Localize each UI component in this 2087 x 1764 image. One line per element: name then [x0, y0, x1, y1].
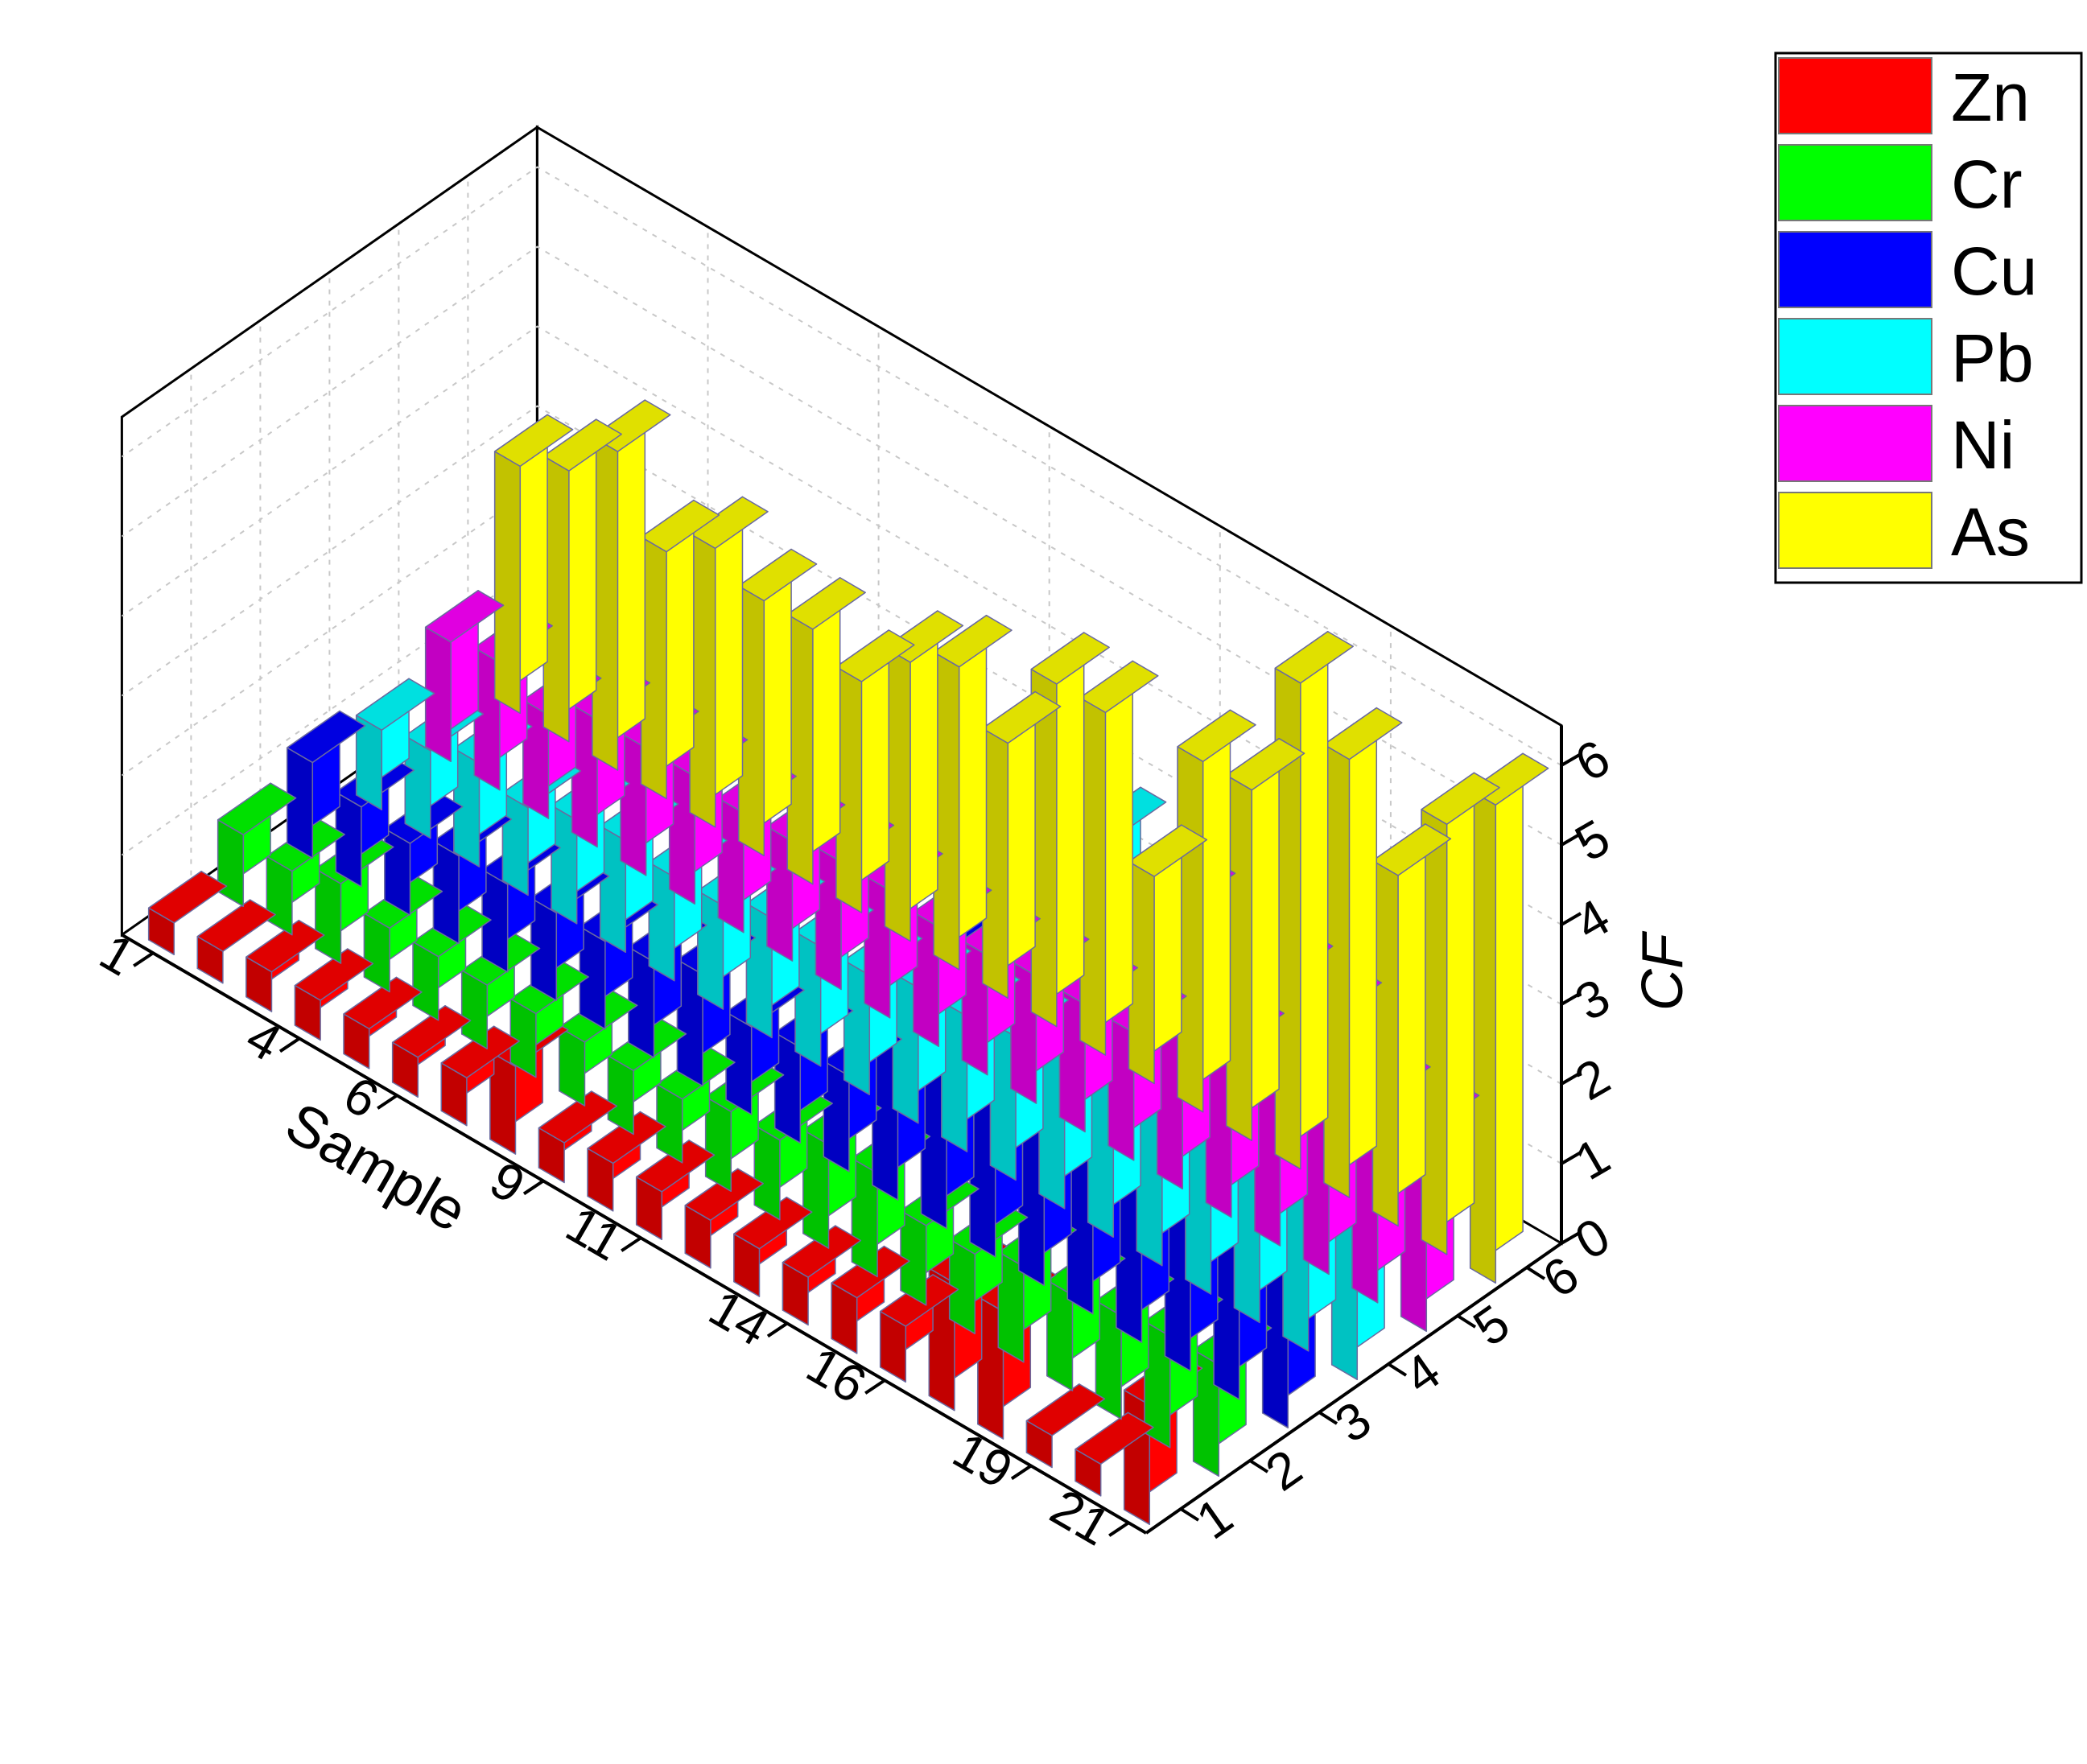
legend-swatch-cr — [1778, 144, 1932, 221]
cf-tick — [1560, 912, 1582, 926]
element-axis-line — [1145, 1242, 1563, 1535]
element-tick — [1248, 1459, 1269, 1473]
bar-zn-sample-20 — [1074, 1412, 1154, 1497]
cf-tick — [1560, 1151, 1582, 1165]
bar-zn-sample-9 — [538, 1090, 618, 1184]
sample-tick — [377, 1094, 398, 1110]
bar-as-sample-8 — [835, 629, 915, 913]
legend-label-ni: Ni — [1951, 407, 2015, 483]
sample-tick — [133, 951, 155, 967]
element-tick — [1525, 1266, 1546, 1280]
legend-label-cu: Cu — [1951, 233, 2037, 309]
legend-swatch-ni — [1778, 405, 1932, 482]
bar-as-sample-1 — [493, 414, 574, 715]
bar-zn-sample-14 — [782, 1225, 862, 1326]
bar-zn-sample-11 — [635, 1140, 716, 1241]
cf-tick — [1560, 832, 1582, 847]
chart-bars — [147, 399, 1549, 1526]
bar-zn-sample-10 — [587, 1111, 666, 1212]
bar-as-sample-12 — [1030, 632, 1110, 1028]
bar-as-sample-9 — [884, 610, 964, 942]
cf-tick — [1560, 752, 1582, 767]
bar-as-sample-16 — [1225, 737, 1305, 1142]
bar-zn-sample-2 — [196, 899, 276, 984]
bar-as-sample-21 — [1469, 752, 1549, 1284]
element-tick — [1387, 1362, 1408, 1377]
cf-tick-label: 5 — [1565, 808, 1619, 872]
sample-tick — [1108, 1521, 1130, 1537]
cf-tick — [1560, 1230, 1582, 1245]
bar-as-sample-18 — [1323, 707, 1403, 1198]
sample-tick-label: 1 — [90, 922, 144, 987]
cf-tick-label: 6 — [1565, 728, 1619, 793]
cf-tick-label: 0 — [1565, 1206, 1619, 1271]
sample-tick-label: 19 — [943, 1421, 1022, 1500]
sample-tick-label: 9 — [481, 1150, 534, 1214]
bar-as-sample-7 — [786, 577, 866, 885]
cf-tick — [1560, 991, 1582, 1006]
bar-zn-sample-5 — [343, 976, 423, 1070]
sample-axis-line — [121, 933, 1148, 1535]
cf-tick-label: 2 — [1565, 1047, 1619, 1111]
sample-tick-label: 16 — [798, 1335, 876, 1414]
legend-label-cr: Cr — [1951, 146, 2023, 222]
sample-tick — [766, 1321, 789, 1338]
cf-tick-label: 1 — [1565, 1127, 1619, 1191]
cf-tick-label: 3 — [1565, 967, 1619, 1032]
legend-label-pb: Pb — [1951, 320, 2034, 396]
bar-zn-sample-3 — [245, 919, 325, 1012]
bar-zn-sample-6 — [391, 1005, 472, 1098]
legend-label-zn: Zn — [1951, 60, 2030, 135]
cf-tick-label: 4 — [1565, 888, 1619, 952]
bar-zn-sample-4 — [294, 948, 374, 1041]
sample-tick — [1010, 1464, 1033, 1481]
legend-label-as: As — [1951, 494, 2030, 570]
bar-as-sample-3 — [592, 399, 671, 771]
sample-tick — [864, 1379, 886, 1395]
bar-zn-sample-7 — [440, 1025, 520, 1127]
legend-swatch-as — [1778, 492, 1932, 569]
bar-as-sample-19 — [1371, 823, 1452, 1227]
sample-tick-label: 21 — [1041, 1478, 1120, 1556]
bar-as-sample-10 — [933, 614, 1013, 971]
z-axis-title: CF — [1631, 930, 1695, 1011]
legend-swatch-pb — [1778, 318, 1932, 395]
bar-as-sample-2 — [542, 418, 622, 743]
legend-swatch-cu — [1778, 231, 1932, 308]
element-tick — [1179, 1507, 1200, 1522]
cf-tick — [1560, 1071, 1582, 1086]
bar-zn-sample-13 — [733, 1196, 813, 1297]
bar-as-sample-5 — [689, 496, 769, 828]
sample-tick — [522, 1179, 545, 1196]
sample-tick — [278, 1037, 301, 1053]
bar-zn-sample-12 — [684, 1168, 764, 1269]
element-tick — [1318, 1411, 1338, 1425]
bar-as-sample-4 — [640, 499, 720, 800]
bar-pb-sample-1 — [355, 678, 435, 811]
element-tick — [1456, 1314, 1477, 1329]
bar-as-sample-6 — [737, 548, 818, 857]
legend: Zn Cr Cu Pb Ni As — [1774, 52, 2083, 584]
sample-tick-label: 14 — [699, 1279, 778, 1358]
bar-zn-sample-19 — [1025, 1383, 1106, 1469]
bar-ni-sample-1 — [424, 590, 505, 763]
bar-as-sample-20 — [1421, 772, 1500, 1255]
sample-tick — [621, 1236, 642, 1252]
sample-tick-label: 11 — [557, 1195, 633, 1272]
bar-as-sample-11 — [981, 690, 1062, 999]
legend-swatch-zn — [1778, 57, 1932, 134]
sample-tick-label: 4 — [237, 1008, 291, 1072]
bar-cu-sample-1 — [286, 710, 366, 859]
bar-as-sample-13 — [1079, 660, 1159, 1056]
bar-zn-sample-1 — [147, 870, 228, 956]
